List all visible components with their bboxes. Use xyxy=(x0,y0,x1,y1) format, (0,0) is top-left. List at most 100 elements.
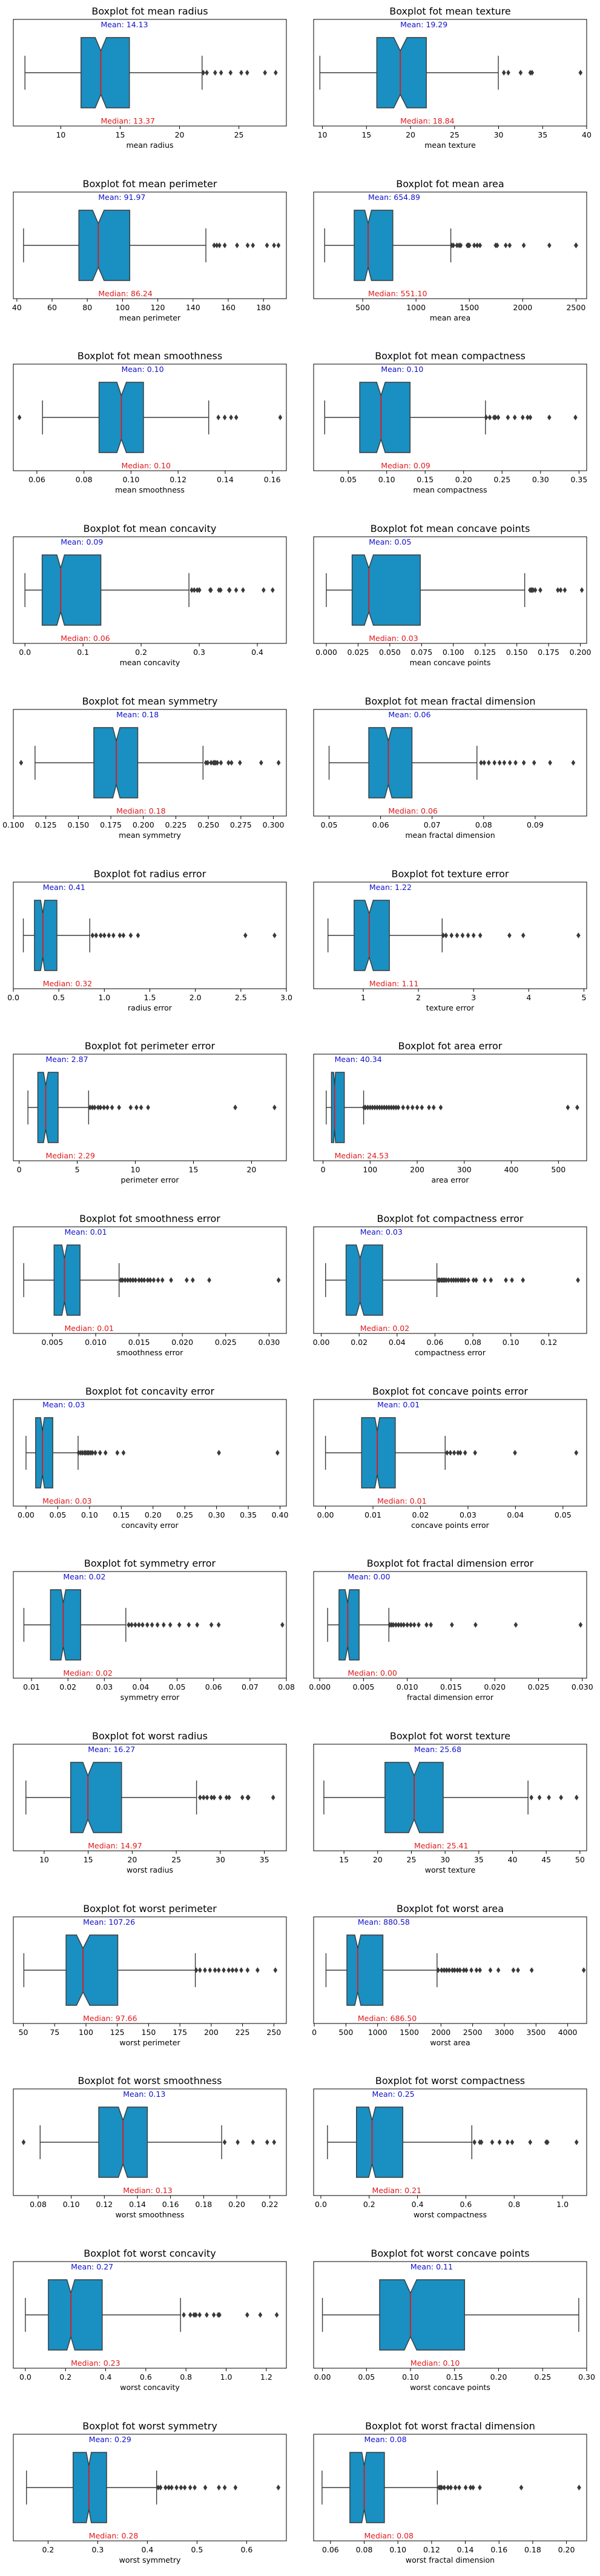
boxplot-panel: Boxplot fot worst perimeter Mean: 107.26 M… xyxy=(13,1897,292,2059)
flier-point xyxy=(216,414,220,421)
flier-point xyxy=(490,2139,495,2146)
flier-point xyxy=(528,414,533,421)
boxplot-panel: Boxplot fot fractal dimension error Mean:… xyxy=(309,1552,593,1713)
flier-point xyxy=(217,2485,221,2491)
boxplot-chart: Boxplot fot mean compactness Mean: 0.10 Me… xyxy=(313,350,587,494)
median-annotation: Median: 0.06 xyxy=(388,806,438,815)
chart-title: Boxplot fot mean texture xyxy=(389,5,511,17)
flier-point xyxy=(457,2485,461,2491)
median-annotation: Median: 0.03 xyxy=(369,634,418,643)
x-tick-label: 0.275 xyxy=(230,820,252,829)
axes-frame xyxy=(313,1399,587,1507)
axes-frame xyxy=(13,1054,287,1161)
x-tick-label: 225 xyxy=(236,2028,250,2037)
x-axis-label: area error xyxy=(431,1175,469,1184)
axes-frame xyxy=(13,1916,287,2024)
notched-box xyxy=(356,2106,404,2179)
x-tick-label: 0.6 xyxy=(140,2372,152,2382)
flier-point xyxy=(130,1622,134,1628)
x-tick-label: 0.050 xyxy=(379,648,401,657)
flier-point xyxy=(222,2139,227,2146)
flier-point xyxy=(467,242,472,248)
x-tick-label: 180 xyxy=(256,303,271,312)
flier-point xyxy=(473,1449,477,1456)
x-tick-label: 0.00 xyxy=(317,1510,334,1519)
flier-point xyxy=(452,1967,457,1973)
flier-point xyxy=(474,1967,479,1973)
x-axis-label: mean radius xyxy=(126,141,173,150)
notched-box xyxy=(73,2452,107,2523)
notched-box xyxy=(65,1934,119,2006)
flier-point xyxy=(229,414,233,421)
flier-point xyxy=(218,1794,223,1801)
x-tick-label: 35 xyxy=(474,1855,484,1864)
flier-point xyxy=(272,2139,277,2146)
x-tick-label: 200 xyxy=(410,1165,424,1174)
x-tick-label: 0.08 xyxy=(278,1682,295,1691)
x-tick-label: 0.12 xyxy=(170,475,186,484)
x-tick-label: 45 xyxy=(541,1855,551,1864)
axes-frame xyxy=(313,191,587,299)
flier-point xyxy=(155,1622,160,1628)
flier-point xyxy=(475,242,480,248)
chart-title: Boxplot fot mean perimeter xyxy=(83,178,217,190)
flier-point xyxy=(215,760,220,766)
flier-point xyxy=(579,587,584,593)
median-annotation: Median: 13.37 xyxy=(101,116,155,125)
flier-point xyxy=(205,2312,209,2318)
chart-title: Boxplot fot mean symmetry xyxy=(82,695,218,707)
chart-title: Boxplot fot area error xyxy=(398,1040,503,1052)
x-tick-label: 0.05 xyxy=(555,1510,572,1519)
x-tick-label: 0.150 xyxy=(506,648,528,657)
flier-point xyxy=(464,1967,469,1973)
notched-box xyxy=(70,1762,122,1833)
boxplot-chart: Boxplot fot texture error Mean: 1.22 Media… xyxy=(313,868,587,1012)
flier-point xyxy=(148,1277,153,1283)
boxplot-chart: Boxplot fot concave points error Mean: 0.… xyxy=(313,1386,587,1530)
x-tick-label: 10 xyxy=(131,1165,140,1174)
flier-point xyxy=(483,1277,487,1283)
x-tick-label: 0.4 xyxy=(100,2372,112,2382)
x-tick-label: 4000 xyxy=(558,2028,578,2037)
boxplot-panel: Boxplot fot area error Mean: 40.34 Median:… xyxy=(313,1035,593,1196)
flier-point xyxy=(209,1794,214,1801)
flier-point xyxy=(489,1277,493,1283)
x-axis-label: worst area xyxy=(430,2038,470,2047)
flier-point xyxy=(450,1622,454,1628)
flier-point xyxy=(98,1104,103,1110)
x-tick-label: 3500 xyxy=(526,2028,546,2037)
notched-box xyxy=(37,1072,59,1143)
x-tick-label: 0.3 xyxy=(91,2545,104,2554)
flier-point xyxy=(131,1277,135,1283)
x-tick-label: 0.10 xyxy=(378,475,395,484)
x-tick-label: 0.125 xyxy=(35,820,57,829)
flier-point xyxy=(197,587,202,593)
axes-frame xyxy=(313,1744,587,1851)
flier-point xyxy=(448,1449,453,1456)
flier-point xyxy=(194,1967,199,1973)
x-tick-label: 0.06 xyxy=(322,2545,339,2554)
flier-point xyxy=(201,1794,206,1801)
flier-point xyxy=(511,1967,516,1973)
x-axis-label: fractal dimension error xyxy=(407,1693,494,1702)
axes-frame xyxy=(313,1916,587,2024)
x-tick-label: 15 xyxy=(189,1165,199,1174)
flier-point xyxy=(548,760,552,766)
boxplot-panel: Boxplot fot mean compactness Mean: 0.10 Me… xyxy=(313,345,593,506)
flier-point xyxy=(538,587,542,593)
x-tick-label: 2000 xyxy=(513,303,532,312)
boxplot-panel: Boxplot fot concavity error Mean: 0.03 Med… xyxy=(13,1380,292,1541)
flier-point xyxy=(412,1622,417,1628)
flier-point xyxy=(163,2485,168,2491)
flier-point xyxy=(537,1794,542,1801)
flier-point xyxy=(139,1104,143,1110)
x-tick-label: 500 xyxy=(355,303,370,312)
flier-point xyxy=(581,1967,586,1973)
chart-title: Boxplot fot worst fractal dimension xyxy=(365,2420,535,2432)
x-axis-label: worst concavity xyxy=(120,2383,180,2392)
median-annotation: Median: 0.06 xyxy=(61,634,110,643)
x-tick-label: 0.05 xyxy=(169,1682,186,1691)
flier-point xyxy=(168,1622,173,1628)
x-tick-label: 500 xyxy=(338,2028,353,2037)
chart-title: Boxplot fot concavity error xyxy=(85,1386,215,1397)
